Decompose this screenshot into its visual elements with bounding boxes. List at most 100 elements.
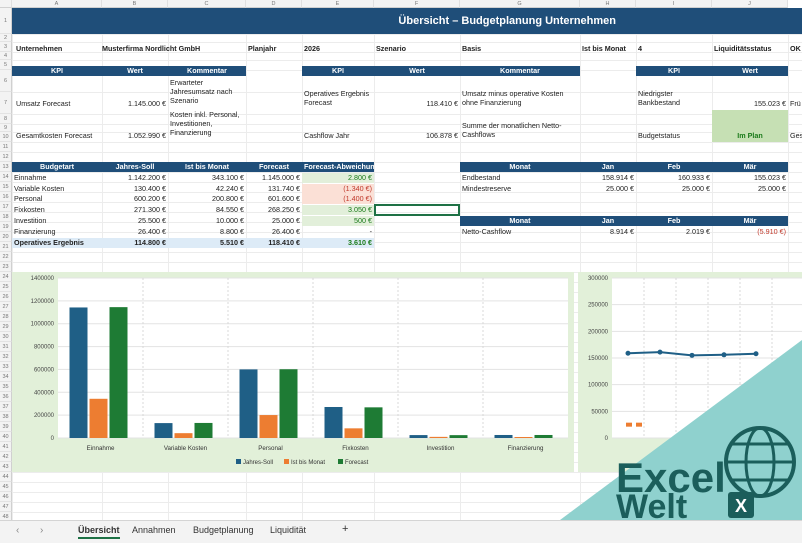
data-point[interactable]: [753, 351, 759, 357]
row-header[interactable]: 14: [0, 172, 12, 182]
row-header[interactable]: 6: [0, 70, 12, 92]
budget-cell[interactable]: 5.510 €: [168, 237, 246, 248]
bar-ist-bis-monat[interactable]: [344, 428, 363, 438]
column-header[interactable]: B: [102, 0, 168, 8]
row-header[interactable]: 19: [0, 222, 12, 232]
budget-cell[interactable]: 1.145.000 €: [262, 172, 300, 182]
row-header[interactable]: 3: [0, 42, 12, 52]
budget-cell[interactable]: 268.250 €: [268, 205, 300, 215]
row-header[interactable]: 9: [0, 124, 12, 132]
column-header[interactable]: E: [302, 0, 374, 8]
column-header[interactable]: J: [712, 0, 788, 8]
budget-cell[interactable]: 26.400 €: [138, 226, 166, 236]
row-header[interactable]: 23: [0, 262, 12, 272]
row-header[interactable]: 42: [0, 452, 12, 462]
data-point[interactable]: [625, 350, 631, 356]
row-header[interactable]: 13: [0, 162, 12, 172]
row-header[interactable]: 28: [0, 312, 12, 322]
tab-next-button[interactable]: ›: [40, 525, 44, 536]
tab-liquiditaet[interactable]: Liquidität: [270, 525, 307, 535]
row-header[interactable]: 18: [0, 212, 12, 222]
row-header[interactable]: 20: [0, 232, 12, 242]
row-header[interactable]: 16: [0, 192, 12, 202]
row-header[interactable]: 31: [0, 342, 12, 352]
row-header[interactable]: 4: [0, 52, 12, 60]
row-header[interactable]: 41: [0, 442, 12, 452]
selected-cell[interactable]: [374, 204, 460, 216]
budget-cell[interactable]: 271.300 €: [134, 205, 166, 215]
scenario-value[interactable]: Basis: [462, 44, 482, 53]
bar-jahres-soll[interactable]: [69, 307, 88, 438]
budget-cell[interactable]: 500 €: [302, 216, 374, 226]
bar-forecast[interactable]: [534, 434, 553, 438]
row-header[interactable]: 26: [0, 292, 12, 302]
bar-ist-bis-monat[interactable]: [259, 415, 278, 438]
budget-cell[interactable]: 600.200 €: [134, 194, 166, 204]
column-header[interactable]: I: [636, 0, 712, 8]
row-header[interactable]: 8: [0, 114, 12, 124]
tab-annahmen[interactable]: Annahmen: [132, 525, 176, 535]
row-header[interactable]: 48: [0, 512, 12, 520]
budget-cell[interactable]: 118.410 €: [246, 237, 302, 248]
month1-cell[interactable]: 160.933 €: [678, 172, 710, 182]
month1-cell[interactable]: 155.023 €: [754, 172, 786, 182]
company-value[interactable]: Musterfirma Nordlicht GmbH: [102, 44, 201, 53]
month1-cell[interactable]: 25.000 €: [682, 183, 710, 193]
bar-jahres-soll[interactable]: [239, 369, 258, 438]
row-header[interactable]: 11: [0, 142, 12, 152]
row-header[interactable]: 21: [0, 242, 12, 252]
budget-cell[interactable]: 1.142.200 €: [128, 172, 166, 182]
budget-chart[interactable]: 0 200000 400000 600000 800000 1000000 1200000 1…: [12, 272, 574, 472]
budget-cell[interactable]: 130.400 €: [134, 183, 166, 193]
budget-cell[interactable]: 200.800 €: [212, 194, 244, 204]
kpi1-row2-value[interactable]: 1.052.990 €: [128, 131, 166, 140]
row-header[interactable]: 36: [0, 392, 12, 402]
tab-prev-button[interactable]: ‹: [16, 525, 20, 536]
row-header[interactable]: 47: [0, 502, 12, 512]
row-header[interactable]: 27: [0, 302, 12, 312]
year-value[interactable]: 2026: [304, 44, 320, 53]
row-header[interactable]: 35: [0, 382, 12, 392]
month1-cell[interactable]: 25.000 €: [606, 183, 634, 193]
tab-budgetplanung[interactable]: Budgetplanung: [193, 525, 254, 535]
row-header[interactable]: 44: [0, 472, 12, 482]
column-header[interactable]: G: [460, 0, 580, 8]
row-header[interactable]: 2: [0, 34, 12, 42]
column-header[interactable]: D: [246, 0, 302, 8]
bar-forecast[interactable]: [364, 407, 383, 438]
add-sheet-button[interactable]: +: [342, 523, 349, 535]
row-header[interactable]: 37: [0, 402, 12, 412]
data-point[interactable]: [689, 352, 695, 358]
column-header[interactable]: H: [580, 0, 636, 8]
budget-cell[interactable]: 26.400 €: [272, 226, 300, 236]
row-header[interactable]: 46: [0, 492, 12, 502]
budget-cell[interactable]: 25.000 €: [272, 216, 300, 225]
month-value[interactable]: 4: [638, 44, 642, 53]
row-header[interactable]: 22: [0, 252, 12, 262]
row-header[interactable]: 7: [0, 92, 12, 114]
budget-cell[interactable]: 2.800 €: [302, 172, 374, 183]
row-header[interactable]: 1: [0, 8, 12, 34]
row-header[interactable]: 43: [0, 462, 12, 472]
row-header[interactable]: 32: [0, 352, 12, 362]
column-header[interactable]: F: [374, 0, 460, 8]
row-header[interactable]: 34: [0, 372, 12, 382]
kpi3-row1-value[interactable]: 155.023 €: [754, 99, 786, 108]
data-point[interactable]: [721, 352, 727, 358]
bar-jahres-soll[interactable]: [409, 435, 428, 438]
month2-cell[interactable]: 8.914 €: [610, 226, 634, 236]
row-header[interactable]: 33: [0, 362, 12, 372]
row-header[interactable]: 5: [0, 60, 12, 70]
budget-cell[interactable]: 8.800 €: [220, 226, 244, 236]
row-header[interactable]: 39: [0, 422, 12, 432]
bar-jahres-soll[interactable]: [324, 406, 343, 438]
budget-cell[interactable]: 42.240 €: [216, 183, 244, 193]
budget-cell[interactable]: 131.740 €: [268, 183, 300, 193]
budget-cell[interactable]: 343.100 €: [212, 172, 244, 182]
row-header[interactable]: 38: [0, 412, 12, 422]
month1-cell[interactable]: 158.914 €: [602, 172, 634, 182]
budget-cell[interactable]: 601.600 €: [268, 194, 300, 204]
month1-cell[interactable]: 25.000 €: [758, 183, 786, 193]
bar-jahres-soll[interactable]: [154, 423, 173, 438]
